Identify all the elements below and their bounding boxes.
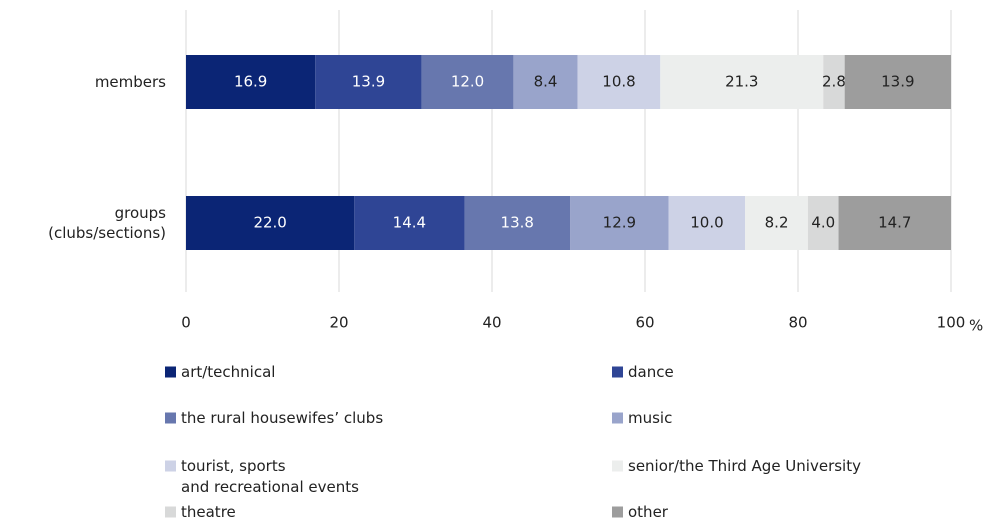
x-tick-label: 40	[482, 314, 501, 332]
x-tick-label: 80	[788, 314, 807, 332]
bar-segment	[354, 196, 465, 250]
legend-swatch	[612, 460, 623, 472]
value-label: 10.8	[602, 73, 635, 91]
value-label: 13.8	[501, 214, 534, 232]
value-label: 14.4	[393, 214, 426, 232]
bar-segment	[668, 196, 746, 250]
legend-label: dance	[628, 363, 674, 381]
x-tick-label: 0	[181, 314, 191, 332]
value-label: 14.7	[878, 214, 911, 232]
bar-segment	[315, 55, 422, 109]
legend-label: the rural housewifes’ clubs	[181, 409, 383, 427]
x-tick-label: 20	[329, 314, 348, 332]
value-label: 12.0	[451, 73, 484, 91]
legend-swatch	[165, 460, 176, 472]
legend-label: other	[628, 503, 669, 520]
y-tick-label: groups (clubs/sections)	[48, 204, 166, 242]
bar-segment	[745, 196, 808, 250]
bar-segment	[464, 196, 571, 250]
legend-swatch	[165, 366, 176, 378]
legend-swatch	[612, 366, 623, 378]
value-label: 2.8	[822, 73, 846, 91]
value-label: 8.2	[765, 214, 789, 232]
legend-swatch	[612, 506, 623, 518]
legend-label: theatre	[181, 503, 236, 520]
x-unit: %	[969, 317, 983, 335]
legend-label: music	[628, 409, 672, 427]
value-label: 16.9	[234, 73, 267, 91]
x-tick-label: 100	[937, 314, 966, 332]
x-tick-label: 60	[635, 314, 654, 332]
bar-segment	[570, 196, 669, 250]
bar-segment	[421, 55, 514, 109]
legend-label: senior/the Third Age University	[628, 457, 861, 475]
value-label: 21.3	[725, 73, 758, 91]
bar-segment	[513, 55, 578, 109]
legend-label: tourist, sports and recreational events	[181, 457, 359, 496]
legend-swatch	[612, 412, 623, 424]
value-label: 4.0	[811, 214, 835, 232]
legend-swatch	[165, 412, 176, 424]
value-label: 13.9	[881, 73, 914, 91]
bar-segment	[844, 55, 951, 109]
bar-segment	[807, 196, 839, 250]
bar-segment	[660, 55, 824, 109]
bar-segment	[577, 55, 661, 109]
y-tick-label: members	[95, 73, 166, 91]
bar-segment	[823, 55, 845, 109]
value-label: 12.9	[603, 214, 636, 232]
bar-segment	[186, 196, 355, 250]
bar-segment	[186, 55, 316, 109]
value-label: 13.9	[352, 73, 385, 91]
value-label: 22.0	[253, 214, 286, 232]
value-label: 8.4	[534, 73, 558, 91]
legend-label: art/technical	[181, 363, 275, 381]
legend-swatch	[165, 506, 176, 518]
value-label: 10.0	[690, 214, 723, 232]
bar-segment	[838, 196, 951, 250]
